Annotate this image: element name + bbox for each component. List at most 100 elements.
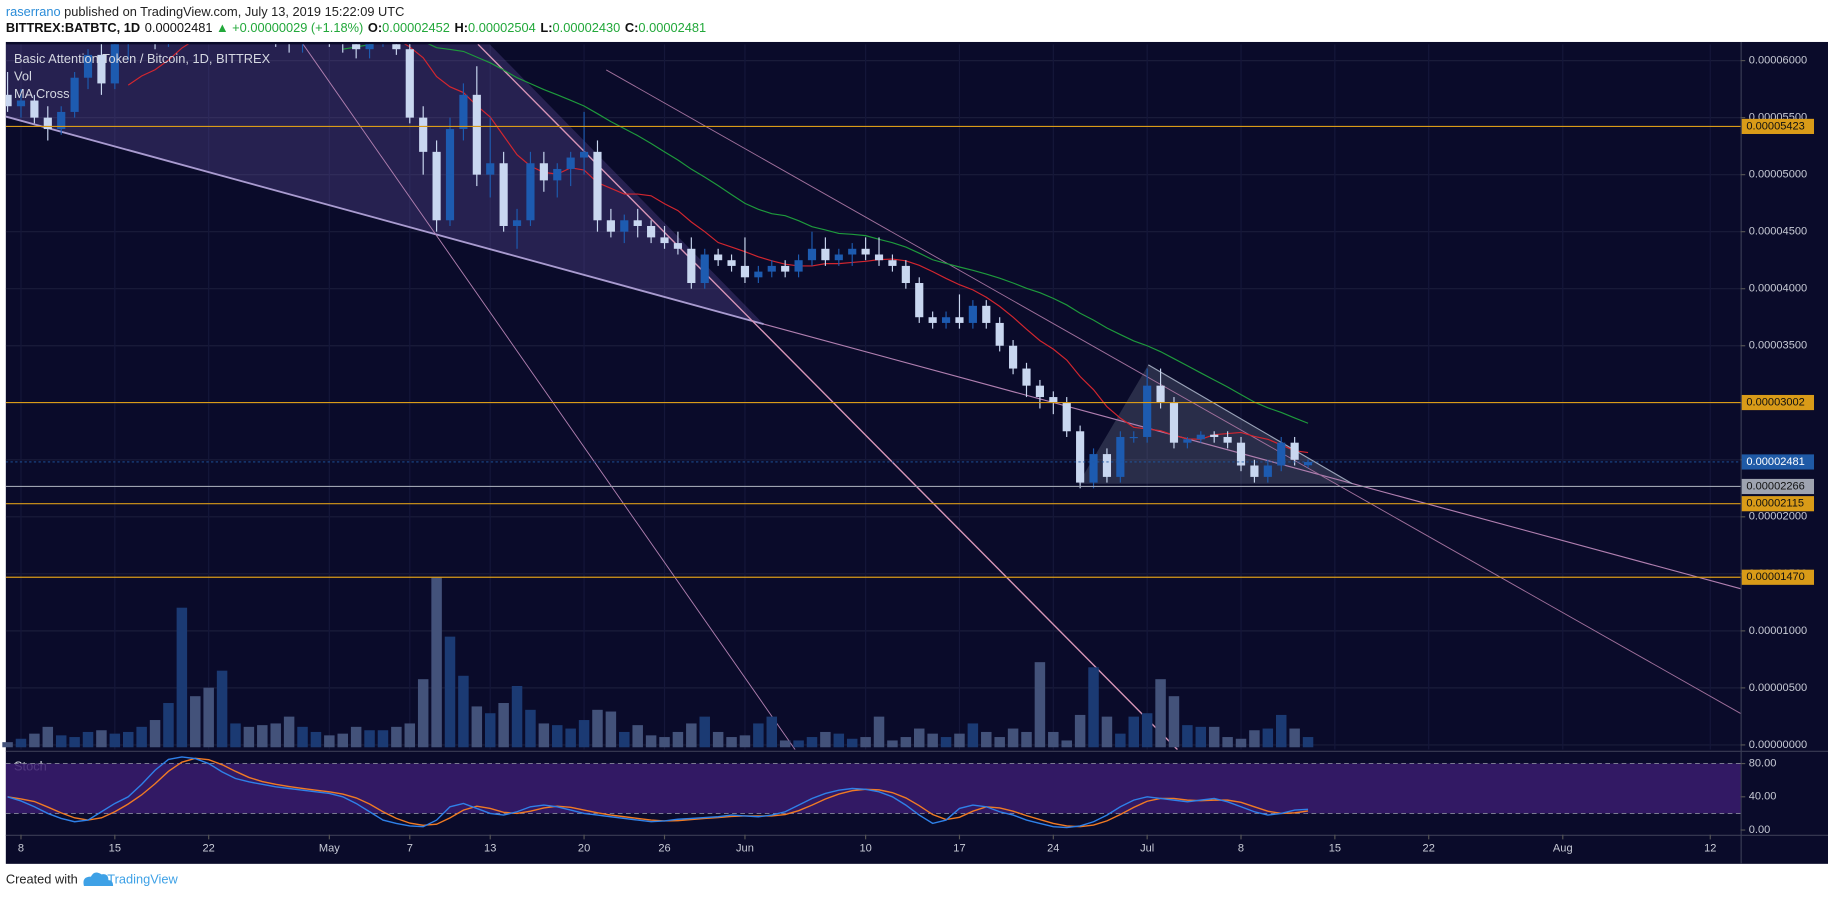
y-tick-label: 0.00001000 <box>1749 625 1807 637</box>
candle-body <box>499 163 508 226</box>
volume-bar <box>391 726 402 748</box>
level-label: 0.00002115 <box>1746 498 1804 510</box>
volume-bar <box>1115 733 1126 748</box>
x-tick-label: 26 <box>658 843 670 855</box>
level-label: 0.00005423 <box>1746 120 1804 132</box>
volume-bar <box>860 737 871 748</box>
volume-bar <box>69 737 80 748</box>
volume-bar <box>55 735 67 748</box>
x-tick-label: 17 <box>953 843 965 855</box>
candle-body <box>472 94 481 175</box>
volume-bar <box>1128 716 1140 748</box>
volume-bar <box>109 733 121 748</box>
candle-body <box>687 248 696 284</box>
volume-bar <box>940 737 952 748</box>
candle-body <box>727 260 736 266</box>
candle-body <box>445 129 455 221</box>
trendline <box>605 69 1741 714</box>
volume-bar <box>417 679 429 748</box>
x-tick-label: May <box>319 843 340 855</box>
volume-bar <box>779 740 791 748</box>
candle-body <box>419 117 428 152</box>
candle-body <box>70 77 79 112</box>
candle-body <box>526 163 535 221</box>
volume-bar <box>350 726 362 748</box>
volume-bar <box>1222 737 1233 748</box>
candle-body <box>1089 454 1098 483</box>
candle-body <box>1009 345 1018 369</box>
candle-body <box>754 271 763 278</box>
trendline <box>763 323 1741 590</box>
volume-bar <box>471 706 483 748</box>
level-badge <box>1741 118 1815 134</box>
volume-bar <box>954 733 965 748</box>
x-tick-label: 8 <box>18 843 24 855</box>
volume-bar <box>1021 731 1032 748</box>
trendline <box>1148 364 1353 485</box>
last: 0.00002481 <box>145 21 213 36</box>
candle-body <box>1236 442 1246 466</box>
candle-body <box>848 248 857 255</box>
volume-bar <box>659 737 670 748</box>
close: 0.00002481 <box>638 21 706 36</box>
candle-body <box>1049 397 1058 403</box>
volume-bar <box>1182 725 1193 748</box>
open-label: O: <box>368 21 382 36</box>
volume-bar <box>927 733 938 748</box>
level-badge <box>1741 478 1815 495</box>
volume-bar <box>297 726 308 748</box>
candle-body <box>1116 436 1125 477</box>
candle-body <box>647 225 656 238</box>
level-badge <box>1741 496 1815 512</box>
volume-bar <box>538 723 550 748</box>
candle-body <box>781 265 790 272</box>
marks <box>2 44 1314 748</box>
volume-bar <box>887 740 898 748</box>
footer-brand[interactable]: TradingView <box>107 872 178 887</box>
volume-bar <box>793 740 804 748</box>
volume-bar <box>1088 667 1099 748</box>
volume-bar <box>1141 713 1153 748</box>
volume-bar <box>525 709 536 748</box>
volume-bar <box>1101 716 1113 748</box>
candle-body <box>821 248 830 261</box>
volume-bar <box>15 738 27 748</box>
candle-body <box>579 151 589 158</box>
volume-bar <box>1155 679 1166 748</box>
volume-bar <box>994 737 1005 748</box>
volume-bar <box>324 735 335 748</box>
candle-body <box>405 49 414 118</box>
high-label: H: <box>455 21 469 36</box>
candle-body <box>1062 402 1071 432</box>
chart-area <box>5 41 1828 864</box>
candle-body <box>1290 442 1299 460</box>
candle-body <box>539 163 548 181</box>
candle-body <box>1303 461 1313 466</box>
candle-body <box>928 317 937 323</box>
y-tick-label: 0.00002000 <box>1749 511 1807 523</box>
volume-bar <box>873 716 885 748</box>
volume-bar <box>484 713 496 748</box>
candle-body <box>57 111 66 130</box>
candle-body <box>633 220 642 226</box>
volume-bar <box>377 730 389 748</box>
volume-bar <box>404 723 416 748</box>
header-line-2: BITTREX:BATBTC, 1D 0.00002481 ▲ +0.00000029… <box>6 21 706 36</box>
symbol: BITTREX:BATBTC, 1D <box>6 21 140 36</box>
candle-body <box>392 44 401 50</box>
header-line-1: raserrano published on TradingView.com, J… <box>6 4 405 19</box>
candle-body <box>874 254 884 261</box>
candle-body <box>566 157 575 169</box>
volume-bar <box>42 726 54 748</box>
footer-created: Created with <box>6 872 78 887</box>
level-badge <box>1741 569 1815 585</box>
open: 0.00002452 <box>382 21 450 36</box>
author[interactable]: raserrano <box>6 4 61 19</box>
candle-body <box>1169 402 1179 443</box>
volume-bar <box>578 720 590 748</box>
volume-bar <box>310 731 322 748</box>
candle-body <box>432 151 441 221</box>
volume-bar <box>914 728 925 748</box>
x-tick-label: Jul <box>1140 843 1154 855</box>
